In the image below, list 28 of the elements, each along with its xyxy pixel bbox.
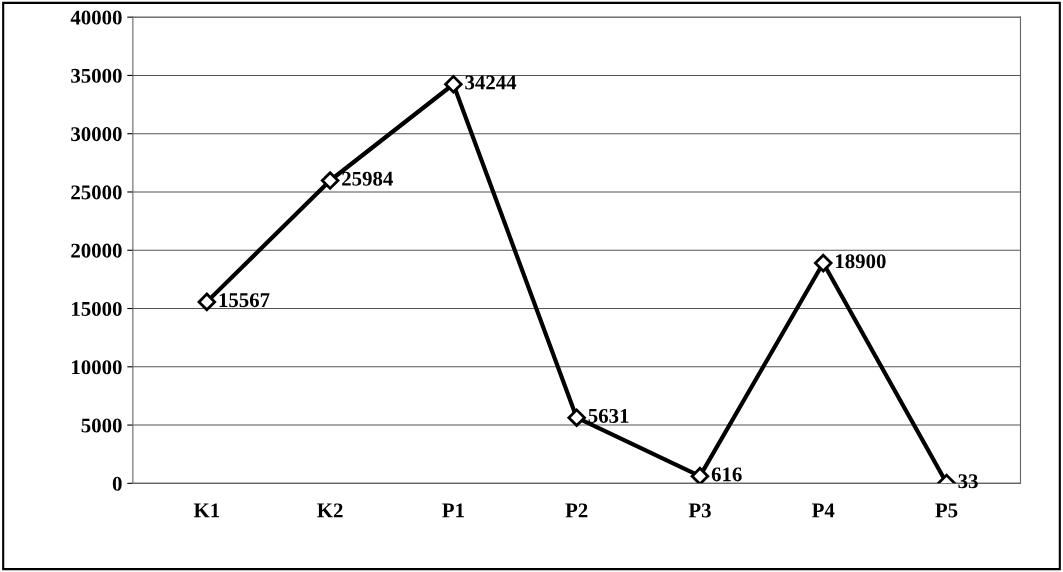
point — [813, 253, 833, 273]
y-tick-label: 30000 — [71, 127, 122, 142]
x-tick-label: P2 — [565, 503, 588, 518]
point — [320, 171, 340, 190]
y-tick-label: 15000 — [72, 301, 122, 316]
data-label: 15567 — [219, 293, 270, 308]
x-tick-label: P5 — [935, 503, 958, 518]
point — [444, 75, 463, 94]
x-tick-label: P3 — [688, 503, 711, 518]
data-label: 34244 — [465, 75, 517, 90]
y-tick-label: 35000 — [71, 68, 122, 83]
y-tick-label: 40000 — [70, 10, 122, 25]
point — [567, 408, 586, 427]
y-tick-label: 10000 — [72, 360, 122, 375]
point — [197, 292, 217, 312]
x-tick-label: K2 — [317, 503, 343, 518]
data-label: 25984 — [342, 171, 393, 186]
data-label: 5631 — [588, 408, 629, 423]
y-tick-label: 0 — [112, 476, 122, 491]
x-tick-label: K1 — [193, 503, 220, 518]
point — [690, 466, 710, 484]
y-tick-label: 20000 — [71, 243, 122, 258]
x-tick-label: P1 — [442, 503, 464, 518]
data-label: 18900 — [836, 254, 886, 269]
y-tick-label: 5000 — [81, 418, 122, 433]
y-tick-label: 25000 — [71, 185, 122, 200]
data-label: 616 — [711, 467, 742, 482]
x-tick-label: P4 — [812, 503, 835, 518]
